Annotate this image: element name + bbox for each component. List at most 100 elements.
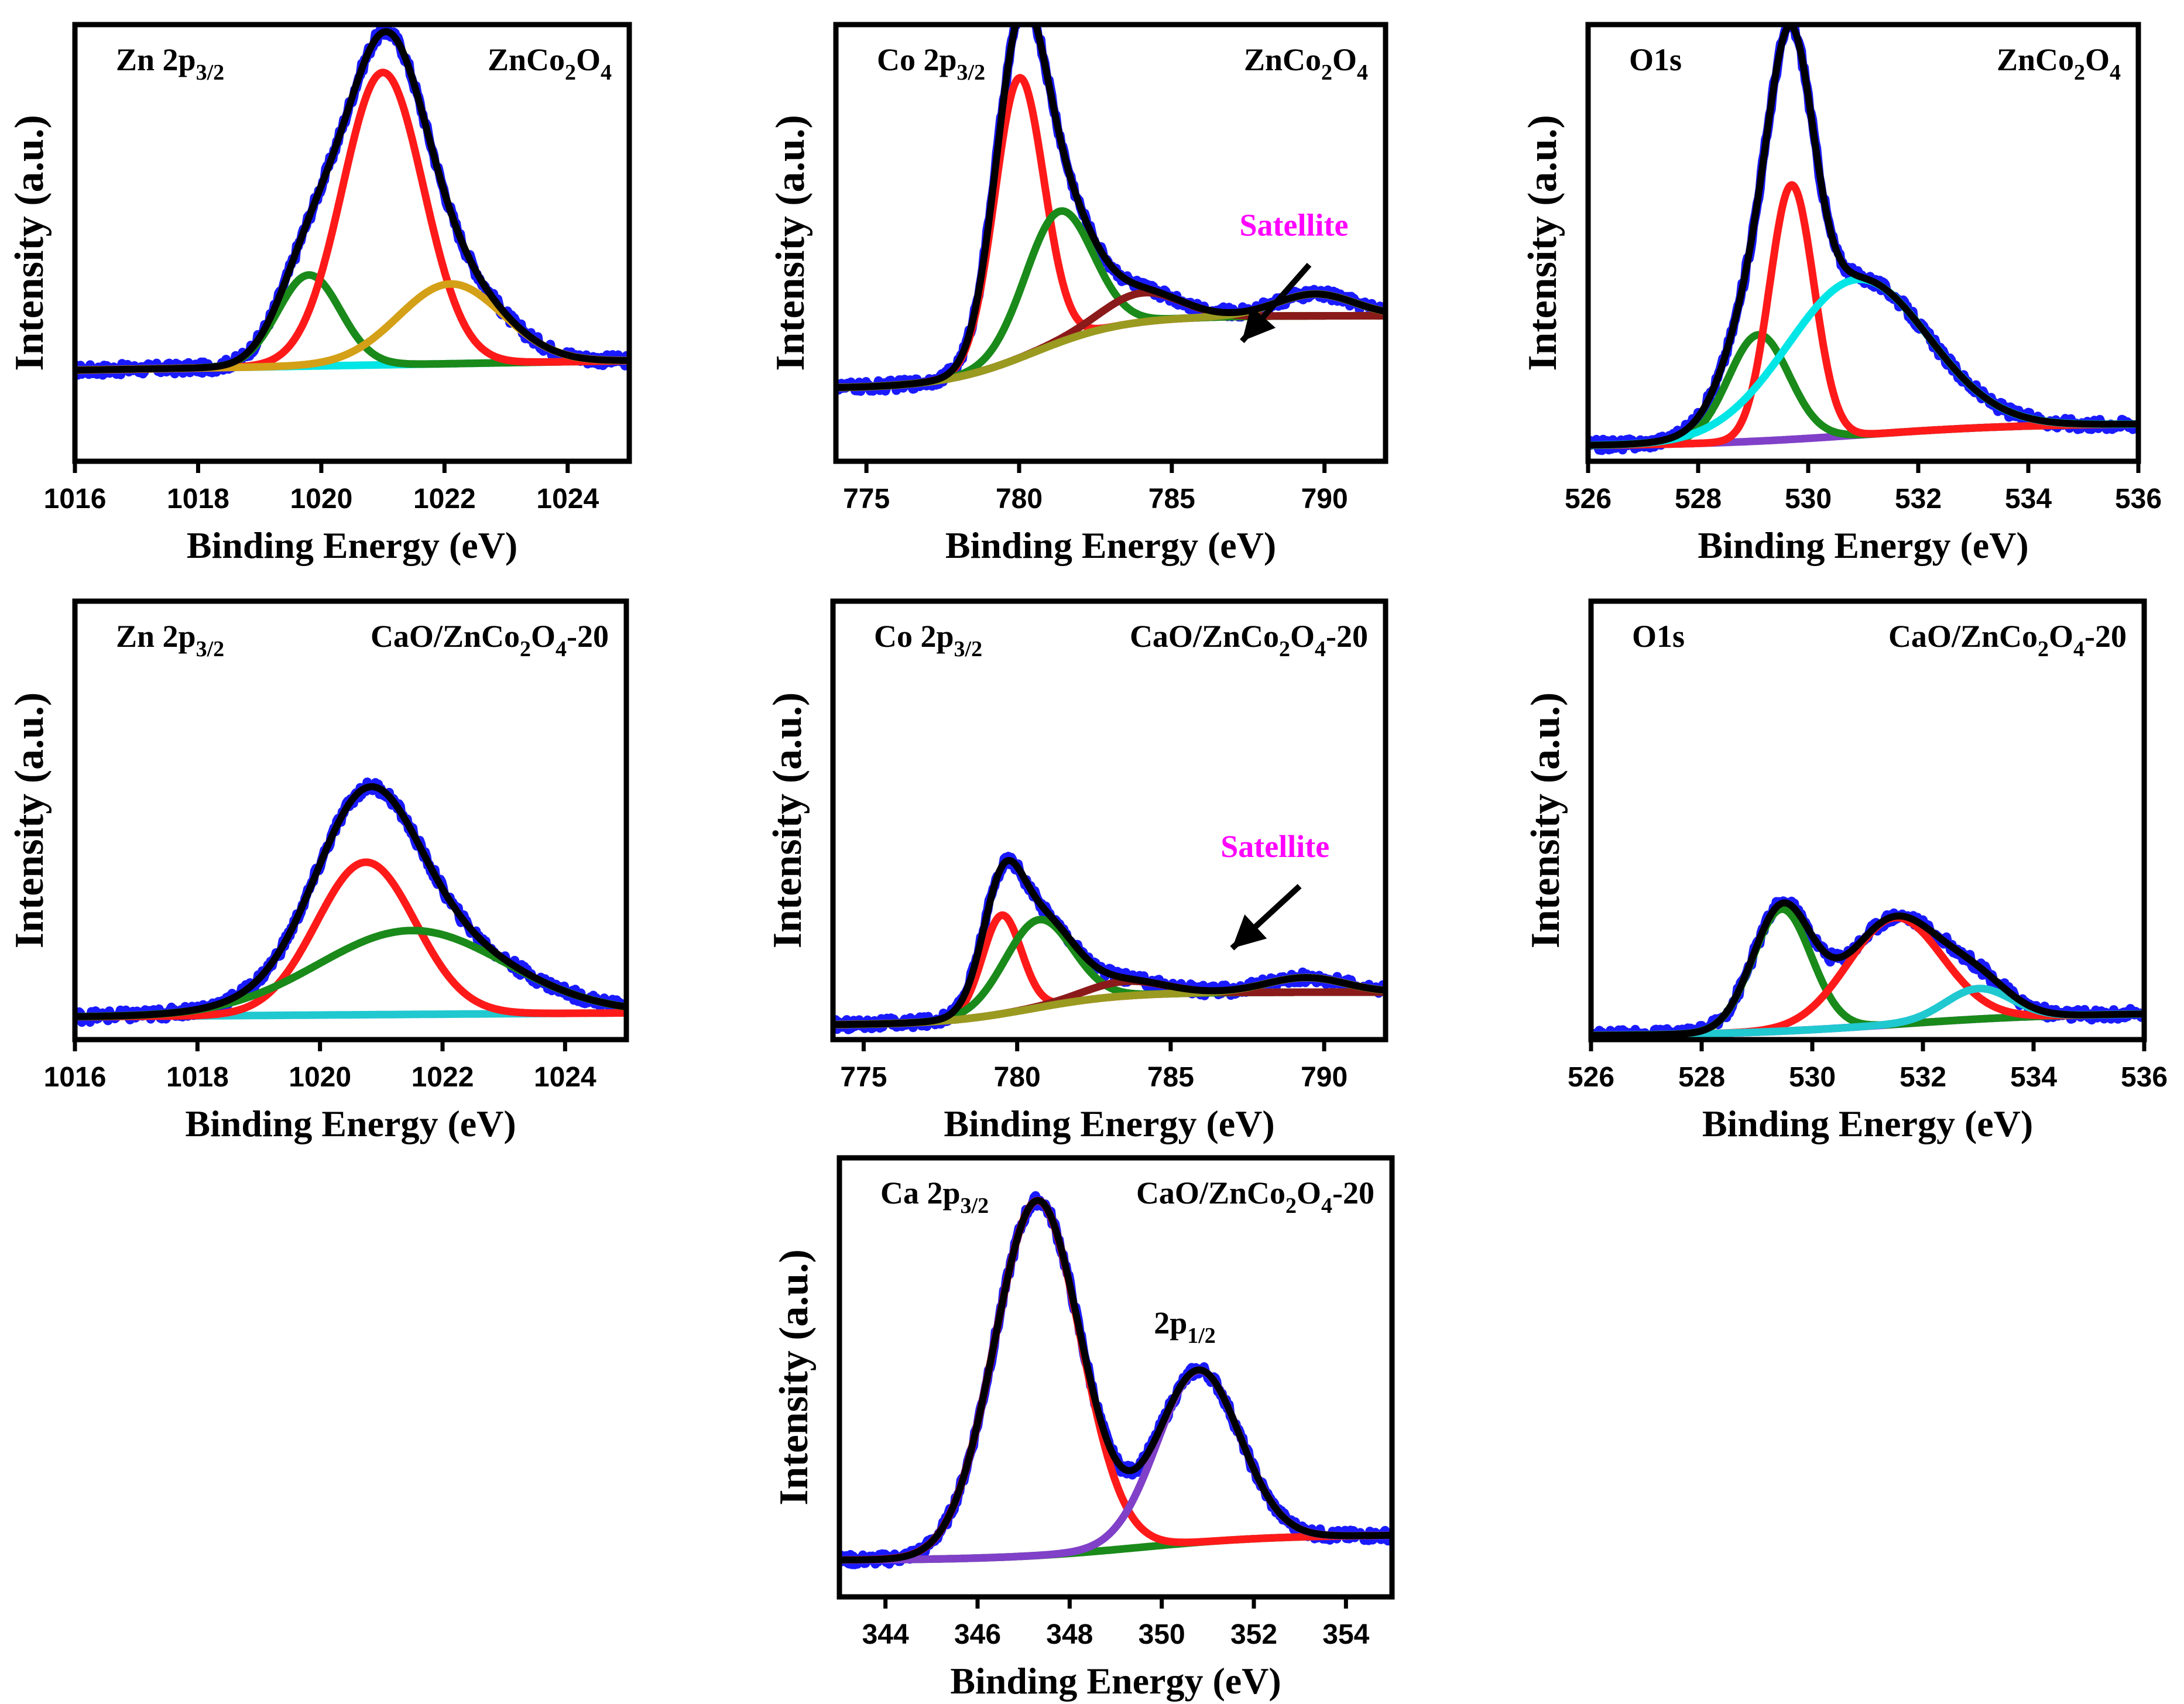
core-level-subscript: 3/2 (196, 60, 225, 85)
x-tick-label: 536 (2115, 484, 2162, 515)
satellite-label: Satellite (1220, 829, 1329, 864)
x-tick-label: 532 (1895, 484, 1942, 515)
y-axis-label: Intensity (a.u.) (768, 115, 813, 371)
x-axis-label: Binding Energy (eV) (945, 524, 1276, 566)
y-axis-label: Intensity (a.u.) (765, 692, 810, 949)
core-level-label: Zn 2p3/2 (116, 619, 224, 661)
x-tick-label: 350 (1139, 1619, 1185, 1650)
sample-label: ZnCo2O4 (1997, 42, 2121, 85)
core-level-element: Zn 2p (116, 619, 196, 654)
x-tick-label: 1018 (167, 484, 229, 515)
axes-frame (1585, 22, 2141, 464)
core-level-subscript: 3/2 (196, 637, 225, 661)
x-tick-label: 532 (1900, 1062, 1946, 1093)
satellite-label: Satellite (1240, 208, 1349, 243)
core-level-element: O1s (1629, 42, 1682, 77)
x-axis-label: Binding Energy (eV) (950, 1660, 1281, 1702)
x-tick-label: 1020 (290, 484, 352, 515)
envelope-curve (1588, 25, 2138, 449)
envelope-curve (75, 783, 626, 1020)
x-axis-label: Binding Energy (eV) (1702, 1103, 2033, 1144)
x-tick-label: 1024 (536, 484, 599, 515)
sample-label: CaO/ZnCo2O4-20 (1136, 1175, 1374, 1218)
sample-label: ZnCo2O4 (1244, 42, 1368, 85)
satellite-arrow-head (1232, 914, 1267, 948)
core-level-label: Co 2p3/2 (877, 42, 985, 85)
core-level-subscript: 3/2 (961, 1194, 989, 1218)
core-level-element: Co 2p (877, 42, 957, 77)
x-tick-label: 780 (996, 484, 1043, 515)
x-tick-label: 530 (1789, 1062, 1836, 1093)
x-tick-label: 346 (954, 1619, 1001, 1650)
sample-label: ZnCo2O4 (488, 42, 612, 85)
x-tick-label: 354 (1322, 1619, 1369, 1650)
core-level-element: O1s (1632, 619, 1685, 654)
panel-co-znco2o4: 775 780 785 790 Binding Energy (eV) Intensity… (768, 22, 1388, 566)
core-level-subscript: 3/2 (957, 60, 986, 85)
x-axis-label: Binding Energy (eV) (1698, 524, 2028, 566)
sample-label: CaO/ZnCo2O4-20 (1888, 619, 2127, 661)
plot-area (833, 852, 1386, 1034)
x-tick-label: 780 (994, 1062, 1041, 1093)
panel-zn-cao: 1016 1018 1020 1022 1024 Binding Energy (eV) I… (7, 598, 629, 1144)
satellite-arrow-head (1242, 306, 1276, 341)
x-tick-label: 1018 (166, 1062, 229, 1093)
x-tick-label: 348 (1046, 1619, 1093, 1650)
y-axis-label: Intensity (a.u.) (7, 115, 52, 371)
x-axis-label: Binding Energy (eV) (187, 524, 517, 566)
peak-annotation: 2p1/2 (1154, 1305, 1216, 1348)
x-tick-label: 534 (2010, 1062, 2057, 1093)
x-tick-label: 536 (2121, 1062, 2168, 1093)
x-tick-label: 526 (1568, 1062, 1614, 1093)
component-2-curve (1588, 181, 2138, 450)
envelope-curve (839, 1197, 1392, 1564)
axes-frame (72, 22, 632, 464)
core-level-element: Co 2p (874, 619, 954, 654)
x-tick-label: 775 (840, 1062, 887, 1093)
core-level-label: Ca 2p3/2 (880, 1175, 989, 1218)
core-level-subscript: 3/2 (954, 637, 983, 661)
core-level-label: O1s (1629, 42, 1682, 77)
y-axis-label: Intensity (a.u.) (772, 1249, 817, 1506)
y-axis-label: Intensity (a.u.) (7, 692, 52, 949)
x-tick-label: 344 (862, 1619, 909, 1650)
envelope-curve (836, 25, 1386, 392)
sample-label: CaO/ZnCo2O4-20 (1130, 619, 1368, 661)
core-level-label: Co 2p3/2 (874, 619, 982, 661)
x-tick-label: 352 (1230, 1619, 1277, 1650)
sample-label: CaO/ZnCo2O4-20 (371, 619, 609, 661)
x-axis-label: Binding Energy (eV) (185, 1103, 516, 1144)
axes-frame (836, 1155, 1395, 1600)
envelope-curve (1591, 899, 2144, 1039)
x-tick-label: 785 (1148, 484, 1195, 515)
plot-area (1588, 25, 2138, 455)
x-tick-label: 1022 (413, 484, 476, 515)
axes-frame (1588, 598, 2147, 1043)
x-tick-label: 1020 (289, 1062, 351, 1093)
x-tick-label: 530 (1785, 484, 1832, 515)
core-level-element: Ca 2p (880, 1175, 961, 1211)
x-tick-label: 785 (1147, 1062, 1194, 1093)
envelope-curve (833, 857, 1386, 1028)
x-tick-label: 1024 (534, 1062, 596, 1093)
panel-ca-cao: 344 346 348 350 352 354 Binding Energy (eV) Int… (772, 1155, 1395, 1702)
x-tick-label: 528 (1675, 484, 1722, 515)
plot-area (75, 25, 629, 380)
y-axis-label: Intensity (a.u.) (1523, 692, 1568, 949)
x-tick-label: 526 (1565, 484, 1612, 515)
plot-area (839, 1191, 1392, 1569)
x-axis-label: Binding Energy (eV) (944, 1103, 1274, 1144)
x-tick-label: 534 (2005, 484, 2052, 515)
plot-area (836, 25, 1386, 396)
x-tick-label: 1016 (44, 484, 107, 515)
axes-frame (72, 598, 629, 1043)
axes-frame (830, 598, 1388, 1043)
x-tick-label: 790 (1301, 1062, 1348, 1093)
x-tick-label: 1022 (412, 1062, 474, 1093)
panel-o1s-znco2o4: 526 528 530 532 534 536 Binding Energy (eV) Int… (1520, 22, 2162, 566)
axes-frame (833, 22, 1388, 464)
plot-area (1591, 896, 2144, 1040)
panel-co-cao: 775 780 785 790 Binding Energy (eV) Intensity… (765, 598, 1388, 1144)
x-tick-label: 528 (1678, 1062, 1725, 1093)
